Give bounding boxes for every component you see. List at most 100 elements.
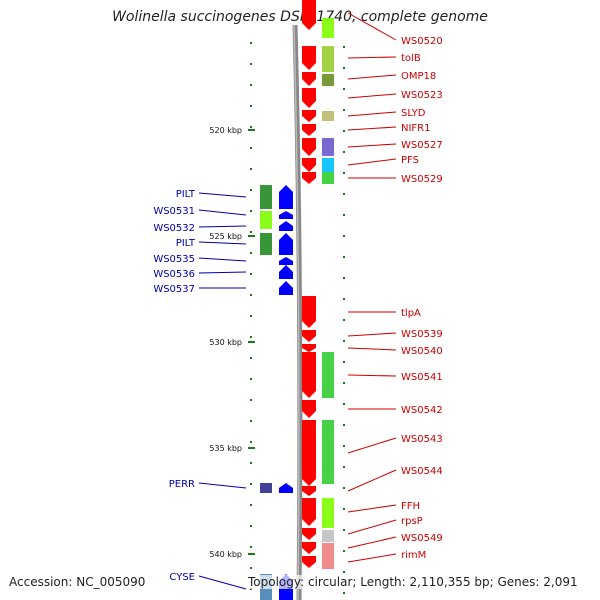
reverse-gene-arrow[interactable] bbox=[279, 221, 293, 231]
reverse-gene-arrow[interactable] bbox=[279, 265, 293, 279]
forward-gene-label[interactable]: WS0529 bbox=[401, 174, 443, 185]
forward-label-leader bbox=[347, 12, 397, 41]
forward-gene-arrow[interactable] bbox=[302, 110, 316, 122]
reverse-gene-label[interactable]: WS0536 bbox=[153, 269, 195, 280]
forward-label-leader bbox=[347, 93, 397, 99]
reverse-gene-label[interactable]: WS0532 bbox=[153, 223, 195, 234]
reverse-gene-arrow[interactable] bbox=[279, 211, 293, 219]
gene-category-bar bbox=[260, 233, 272, 255]
forward-gene-label[interactable]: WS0542 bbox=[401, 405, 443, 416]
reverse-gene-arrow[interactable] bbox=[279, 483, 293, 493]
reverse-gene-label[interactable]: WS0535 bbox=[153, 254, 195, 265]
forward-gene-label[interactable]: WS0523 bbox=[401, 90, 443, 101]
gene-category-bar bbox=[322, 172, 334, 184]
tick-mark-left bbox=[250, 357, 252, 359]
reverse-label-leader bbox=[198, 192, 247, 198]
forward-gene-label[interactable]: rpsP bbox=[401, 516, 423, 527]
forward-label-leader bbox=[347, 504, 397, 513]
forward-gene-arrow[interactable] bbox=[302, 420, 316, 486]
tick-mark-right bbox=[343, 193, 345, 195]
tick-mark-left bbox=[250, 483, 252, 485]
reverse-gene-label[interactable]: PILT bbox=[176, 189, 196, 200]
kbp-label: 535 kbp bbox=[209, 444, 242, 453]
tick-mark-left bbox=[250, 189, 252, 191]
gene-category-bar bbox=[322, 498, 334, 528]
forward-gene-arrow[interactable] bbox=[302, 400, 316, 418]
forward-gene-label[interactable]: rimM bbox=[401, 550, 426, 561]
tick-mark-right bbox=[343, 151, 345, 153]
tick-mark-left bbox=[250, 147, 252, 149]
reverse-gene-arrow[interactable] bbox=[279, 185, 293, 209]
tick-mark-left bbox=[250, 525, 252, 527]
forward-gene-label[interactable]: tlpA bbox=[401, 308, 421, 319]
forward-gene-arrow[interactable] bbox=[302, 72, 316, 86]
forward-gene-arrow[interactable] bbox=[302, 124, 316, 136]
gene-category-bar bbox=[322, 158, 334, 172]
forward-gene-arrow[interactable] bbox=[302, 138, 316, 156]
forward-gene-arrow[interactable] bbox=[302, 498, 316, 526]
tick-mark-right bbox=[343, 172, 345, 174]
forward-label-leader bbox=[347, 158, 397, 166]
forward-gene-arrow[interactable] bbox=[302, 172, 316, 184]
forward-label-leader bbox=[347, 374, 397, 377]
forward-gene-arrow[interactable] bbox=[302, 158, 316, 172]
reverse-gene-label[interactable]: WS0537 bbox=[153, 284, 195, 295]
forward-gene-arrow[interactable] bbox=[302, 296, 316, 328]
reverse-gene-label[interactable]: PERR bbox=[169, 479, 195, 490]
forward-gene-arrow[interactable] bbox=[302, 556, 316, 568]
forward-gene-label[interactable]: WS0541 bbox=[401, 372, 443, 383]
gene-category-bar bbox=[322, 138, 334, 156]
tick-mark-left bbox=[250, 546, 252, 548]
forward-gene-labels: WS0520 tolB OMP18 WS0523 SLYD NIFR1 WS0527 PFS W… bbox=[347, 12, 443, 563]
tick-mark-right bbox=[343, 109, 345, 111]
forward-gene-arrow[interactable] bbox=[302, 528, 316, 540]
tick-mark-right bbox=[343, 445, 345, 447]
forward-gene-label[interactable]: tolB bbox=[401, 53, 421, 64]
reverse-gene-label[interactable]: CYSE bbox=[169, 572, 195, 583]
kbp-axis-labels: 520 kbp 525 kbp 530 kbp 535 kbp 540 kbp bbox=[209, 126, 255, 559]
forward-label-leader bbox=[347, 536, 397, 549]
forward-gene-label[interactable]: WS0549 bbox=[401, 533, 443, 544]
tick-mark-left bbox=[250, 252, 252, 254]
reverse-gene-label[interactable]: WS0531 bbox=[153, 206, 195, 217]
forward-gene-label[interactable]: WS0520 bbox=[401, 36, 443, 47]
kbp-label: 540 kbp bbox=[209, 550, 242, 559]
kbp-label: 520 kbp bbox=[209, 126, 242, 135]
forward-strand-genes bbox=[302, 0, 334, 569]
tick-mark-left bbox=[250, 42, 252, 44]
reverse-gene-arrow[interactable] bbox=[279, 281, 293, 295]
forward-gene-arrow[interactable] bbox=[302, 486, 316, 496]
forward-gene-label[interactable]: WS0543 bbox=[401, 434, 443, 445]
kbp-label: 525 kbp bbox=[209, 232, 242, 241]
tick-mark-left bbox=[250, 105, 252, 107]
forward-gene-arrow[interactable] bbox=[302, 88, 316, 108]
forward-gene-label[interactable]: WS0544 bbox=[401, 466, 443, 477]
forward-gene-label[interactable]: WS0539 bbox=[401, 329, 443, 340]
forward-gene-arrow[interactable] bbox=[302, 46, 316, 70]
tick-mark-left bbox=[250, 63, 252, 65]
map-title: Wolinella succinogenes DSM 1740, complet… bbox=[112, 9, 488, 25]
reverse-gene-label[interactable]: PILT bbox=[176, 238, 196, 249]
forward-gene-label[interactable]: FFH bbox=[401, 501, 420, 512]
forward-gene-label[interactable]: WS0540 bbox=[401, 346, 443, 357]
tick-mark-right bbox=[343, 592, 345, 594]
forward-gene-label[interactable]: SLYD bbox=[401, 108, 426, 119]
tick-mark-left bbox=[250, 168, 252, 170]
tick-mark-left bbox=[250, 273, 252, 275]
forward-gene-arrow[interactable] bbox=[302, 344, 316, 352]
reverse-gene-arrow[interactable] bbox=[279, 233, 293, 255]
forward-gene-label[interactable]: OMP18 bbox=[401, 71, 436, 82]
tick-mark-left bbox=[250, 441, 252, 443]
forward-gene-arrow[interactable] bbox=[302, 542, 316, 554]
forward-gene-arrow[interactable] bbox=[302, 330, 316, 342]
forward-gene-arrow[interactable] bbox=[302, 352, 316, 398]
reverse-label-leader bbox=[198, 271, 247, 274]
reverse-gene-arrow[interactable] bbox=[279, 257, 293, 265]
forward-gene-label[interactable]: PFS bbox=[401, 155, 419, 166]
forward-gene-label[interactable]: WS0527 bbox=[401, 140, 443, 151]
forward-label-leader bbox=[347, 74, 397, 80]
forward-gene-arrow[interactable] bbox=[302, 0, 316, 30]
tick-mark-left bbox=[250, 84, 252, 86]
gene-category-bar bbox=[322, 111, 334, 121]
forward-gene-label[interactable]: NIFR1 bbox=[401, 123, 431, 134]
